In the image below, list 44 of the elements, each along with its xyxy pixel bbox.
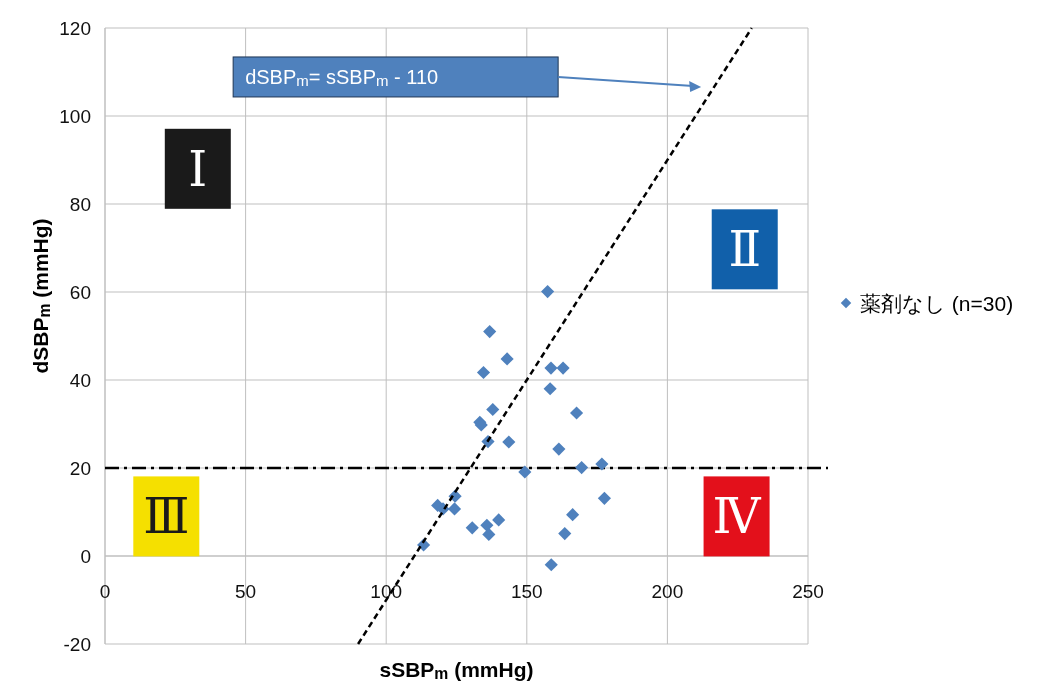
point <box>465 521 479 535</box>
x-tick-label: 150 <box>510 581 543 602</box>
y-tick-label: 40 <box>69 370 91 391</box>
point <box>558 526 572 541</box>
x-tick-label: 100 <box>370 581 403 602</box>
annotation: Ⅰ <box>188 140 208 197</box>
x-tick-label: 0 <box>99 581 111 602</box>
point <box>518 465 532 479</box>
point <box>544 558 558 572</box>
point <box>543 382 557 396</box>
point <box>492 513 506 527</box>
annotation: Ⅱ <box>728 221 762 278</box>
legend-label: 薬剤なし (n=30) <box>860 292 1014 315</box>
y-tick-label: 20 <box>69 458 91 479</box>
point <box>575 460 589 475</box>
y-tick-label: 80 <box>69 194 91 215</box>
point <box>502 435 516 449</box>
point <box>482 527 496 542</box>
point <box>570 406 584 420</box>
point <box>447 502 462 516</box>
y-tick-label: -20 <box>63 634 91 655</box>
point <box>552 442 566 456</box>
x-tick-label: 250 <box>792 581 824 602</box>
point <box>597 491 611 505</box>
point <box>486 402 500 417</box>
point <box>544 361 558 375</box>
x-axis-title: sSBP$_{m}$ (mmHg) <box>379 658 534 682</box>
x-tick-label: 50 <box>235 581 257 602</box>
annotation: Ⅲ <box>143 488 190 545</box>
annotation: dSBP$_{m}$= sSBP$_{m}$ - 110 <box>245 65 439 89</box>
annotation: Ⅳ <box>712 488 762 545</box>
point <box>500 352 514 366</box>
y-tick-label: 60 <box>69 282 91 303</box>
point <box>480 518 494 532</box>
x-tick-label: 200 <box>651 581 684 602</box>
y-tick-label: 100 <box>59 106 91 127</box>
point <box>566 508 580 522</box>
point <box>556 361 570 375</box>
point <box>476 365 491 380</box>
point <box>483 325 497 339</box>
point <box>595 457 609 471</box>
y-tick-label: 0 <box>80 546 91 567</box>
point <box>541 284 555 299</box>
y-tick-label: 120 <box>59 18 91 39</box>
